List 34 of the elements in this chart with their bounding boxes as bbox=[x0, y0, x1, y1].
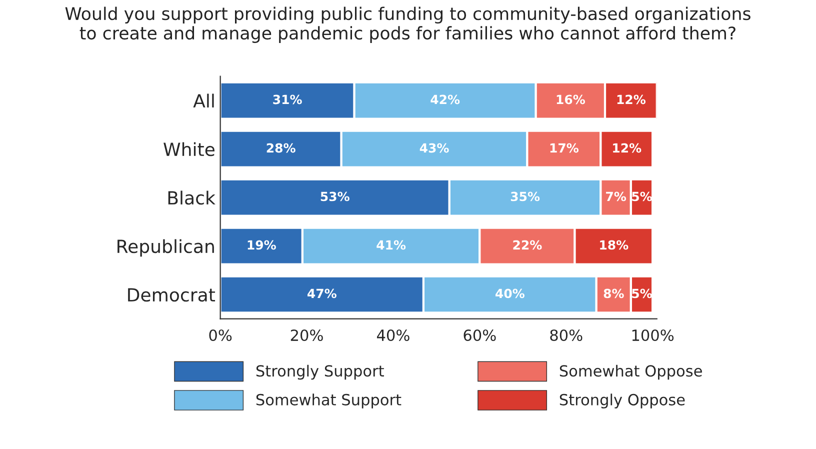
y-tick-label: White bbox=[164, 142, 214, 156]
x-tick-label: 100% bbox=[632, 329, 674, 342]
data-label: 7% bbox=[606, 192, 626, 202]
data-label: 12% bbox=[617, 94, 646, 104]
x-tick-label: 80% bbox=[550, 329, 582, 342]
x-tick-label: 40% bbox=[376, 329, 410, 342]
data-label: 19% bbox=[248, 240, 276, 250]
y-tick-label: Democrat bbox=[128, 288, 216, 302]
data-label: 31% bbox=[273, 94, 302, 104]
data-label: 8% bbox=[604, 288, 624, 298]
data-label: 22% bbox=[513, 240, 542, 250]
legend-label: Strongly Oppose bbox=[560, 394, 685, 408]
data-label: 41% bbox=[376, 240, 406, 250]
data-label: 42% bbox=[430, 94, 460, 104]
data-label: 18% bbox=[600, 240, 628, 250]
data-label: 17% bbox=[550, 143, 579, 153]
data-label: 43% bbox=[420, 143, 449, 153]
data-label: 47% bbox=[308, 288, 336, 298]
data-label: 16% bbox=[556, 94, 585, 104]
data-label: 35% bbox=[510, 192, 540, 202]
data-label: 40% bbox=[496, 288, 524, 298]
data-label: 53% bbox=[320, 192, 350, 202]
y-tick-label: Republican bbox=[118, 239, 214, 257]
y-tick-label: Black bbox=[168, 190, 216, 205]
chart-title: Would you support providing public funding to community-based organizations to create and manage pandemic pods for families who cannot afford them? bbox=[65, 6, 750, 43]
x-tick-label: 20% bbox=[290, 329, 323, 342]
y-tick-label: All bbox=[193, 94, 214, 108]
data-label: 28% bbox=[266, 143, 296, 153]
legend-label: Somewhat Oppose bbox=[560, 364, 702, 380]
data-label: 12% bbox=[613, 143, 642, 153]
x-tick-label: 0% bbox=[209, 329, 232, 342]
legend-label: Somewhat Support bbox=[256, 394, 402, 408]
legend-label: Strongly Support bbox=[256, 364, 384, 380]
x-tick-label: 60% bbox=[464, 329, 496, 342]
